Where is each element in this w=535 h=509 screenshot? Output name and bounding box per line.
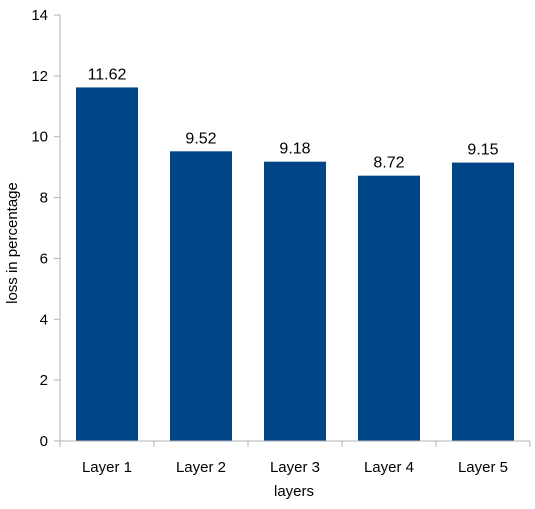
bar-layer-1	[76, 87, 138, 441]
bar-layer-3	[264, 162, 326, 441]
y-tick-label: 4	[40, 311, 48, 328]
x-tick-label: Layer 5	[458, 459, 508, 476]
y-tick-label: 14	[31, 7, 48, 24]
x-tick-label: Layer 2	[176, 459, 226, 476]
y-axis-title: loss in percentage	[4, 182, 21, 304]
bar-layer-5	[452, 163, 514, 441]
data-label: 11.62	[88, 66, 127, 83]
bar-layer-4	[358, 176, 420, 441]
y-axis-ticks: 0 2 4 6 8 10 12 14	[31, 7, 60, 450]
y-tick-label: 8	[40, 190, 48, 207]
x-tick-label: Layer 4	[364, 459, 414, 476]
y-tick-label: 6	[40, 250, 48, 267]
x-axis-ticks: Layer 1 Layer 2 Layer 3 Layer 4 Layer 5	[60, 441, 530, 476]
data-labels-group: 11.62 9.52 9.18 8.72 9.15	[88, 66, 499, 171]
y-tick-label: 2	[40, 372, 48, 389]
y-tick-label: 12	[31, 68, 48, 85]
data-label: 9.18	[279, 141, 310, 158]
y-tick-label: 10	[31, 129, 48, 146]
y-tick-label: 0	[40, 433, 48, 450]
bar-layer-2	[170, 151, 232, 441]
data-label: 9.52	[185, 130, 216, 147]
data-label: 8.72	[373, 155, 404, 172]
data-label: 9.15	[467, 142, 498, 159]
x-tick-label: Layer 3	[270, 459, 320, 476]
x-tick-label: Layer 1	[82, 459, 132, 476]
x-axis-title: layers	[274, 483, 314, 500]
